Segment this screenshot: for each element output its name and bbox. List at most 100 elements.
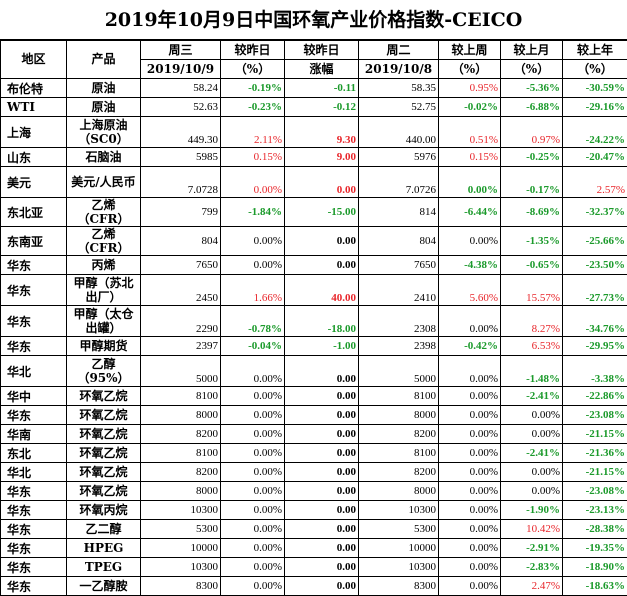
cell-month-pct: -1.48% [501, 356, 563, 387]
cell-wed-price: 8300 [141, 577, 221, 596]
cell-month-pct: -0.17% [501, 167, 563, 198]
cell-day-pct: -0.04% [221, 337, 285, 356]
cell-region: 华东 [1, 577, 67, 596]
header-vs-prev2-sub: 涨幅 [285, 60, 359, 79]
cell-day-change: 0.00 [285, 501, 359, 520]
cell-tue-price: 8000 [359, 406, 439, 425]
cell-week-pct: 0.00% [439, 539, 501, 558]
cell-tue-price: 804 [359, 227, 439, 256]
cell-region: 华东 [1, 539, 67, 558]
cell-product: 环氧乙烷 [67, 406, 141, 425]
cell-wed-price: 8000 [141, 482, 221, 501]
cell-day-change: 9.00 [285, 148, 359, 167]
cell-region: 华东 [1, 501, 67, 520]
cell-region: 华东 [1, 558, 67, 577]
cell-year-pct: -19.35% [563, 539, 627, 558]
cell-day-pct: 0.00% [221, 227, 285, 256]
cell-wed-price: 7.0728 [141, 167, 221, 198]
cell-week-pct: 0.15% [439, 148, 501, 167]
header-wed: 周三 [141, 41, 221, 60]
cell-region: 华东 [1, 306, 67, 337]
cell-product: 美元/人民币 [67, 167, 141, 198]
cell-product: 乙烯（CFR） [67, 227, 141, 256]
cell-day-pct: -0.23% [221, 98, 285, 117]
cell-day-pct: 0.00% [221, 444, 285, 463]
table-header: 地区 产品 周三 较昨日 较昨日 周二 较上周 较上月 较上年 2019/10/… [1, 41, 627, 79]
cell-wed-price: 5985 [141, 148, 221, 167]
cell-day-change: -0.12 [285, 98, 359, 117]
cell-year-pct: -21.15% [563, 425, 627, 444]
cell-day-change: 0.00 [285, 256, 359, 275]
header-vs-prev: 较昨日 [221, 41, 285, 60]
cell-week-pct: 0.00% [439, 167, 501, 198]
cell-product: 乙醇（95%） [67, 356, 141, 387]
cell-region: 东北亚 [1, 198, 67, 227]
cell-wed-price: 449.30 [141, 117, 221, 148]
cell-month-pct: -2.83% [501, 558, 563, 577]
cell-tue-price: 440.00 [359, 117, 439, 148]
cell-month-pct: 10.42% [501, 520, 563, 539]
header-vs-year: 较上年 [563, 41, 627, 60]
cell-product: 丙烯 [67, 256, 141, 275]
cell-year-pct: -32.37% [563, 198, 627, 227]
cell-region: 华北 [1, 356, 67, 387]
cell-day-pct: -1.84% [221, 198, 285, 227]
cell-wed-price: 2290 [141, 306, 221, 337]
cell-week-pct: -0.42% [439, 337, 501, 356]
cell-tue-price: 8200 [359, 463, 439, 482]
cell-tue-price: 5976 [359, 148, 439, 167]
cell-product: 乙烯（CFR） [67, 198, 141, 227]
cell-month-pct: -2.91% [501, 539, 563, 558]
cell-week-pct: 0.00% [439, 482, 501, 501]
cell-product: 原油 [67, 98, 141, 117]
cell-wed-price: 804 [141, 227, 221, 256]
cell-month-pct: -6.88% [501, 98, 563, 117]
cell-month-pct: 0.00% [501, 425, 563, 444]
cell-day-change: -0.11 [285, 79, 359, 98]
cell-day-change: 0.00 [285, 356, 359, 387]
cell-month-pct: 2.47% [501, 577, 563, 596]
cell-wed-price: 52.63 [141, 98, 221, 117]
cell-day-change: -15.00 [285, 198, 359, 227]
cell-wed-price: 2397 [141, 337, 221, 356]
cell-tue-price: 7.0726 [359, 167, 439, 198]
cell-day-pct: 0.00% [221, 356, 285, 387]
cell-wed-price: 8200 [141, 425, 221, 444]
cell-week-pct: -4.38% [439, 256, 501, 275]
cell-day-change: 0.00 [285, 387, 359, 406]
header-tue-date: 2019/10/8 [359, 60, 439, 79]
cell-wed-price: 8100 [141, 444, 221, 463]
cell-day-pct: 2.11% [221, 117, 285, 148]
cell-month-pct: -1.35% [501, 227, 563, 256]
header-product: 产品 [67, 41, 141, 79]
cell-day-pct: 1.66% [221, 275, 285, 306]
cell-month-pct: 0.97% [501, 117, 563, 148]
cell-day-change: 0.00 [285, 539, 359, 558]
cell-wed-price: 799 [141, 198, 221, 227]
cell-tue-price: 814 [359, 198, 439, 227]
cell-tue-price: 58.35 [359, 79, 439, 98]
cell-day-pct: 0.00% [221, 463, 285, 482]
cell-month-pct: 6.53% [501, 337, 563, 356]
cell-day-change: 0.00 [285, 577, 359, 596]
cell-year-pct: -34.76% [563, 306, 627, 337]
cell-day-pct: -0.19% [221, 79, 285, 98]
cell-week-pct: 0.00% [439, 356, 501, 387]
cell-tue-price: 5000 [359, 356, 439, 387]
header-vs-week: 较上周 [439, 41, 501, 60]
cell-year-pct: -25.66% [563, 227, 627, 256]
cell-week-pct: -6.44% [439, 198, 501, 227]
cell-tue-price: 7650 [359, 256, 439, 275]
